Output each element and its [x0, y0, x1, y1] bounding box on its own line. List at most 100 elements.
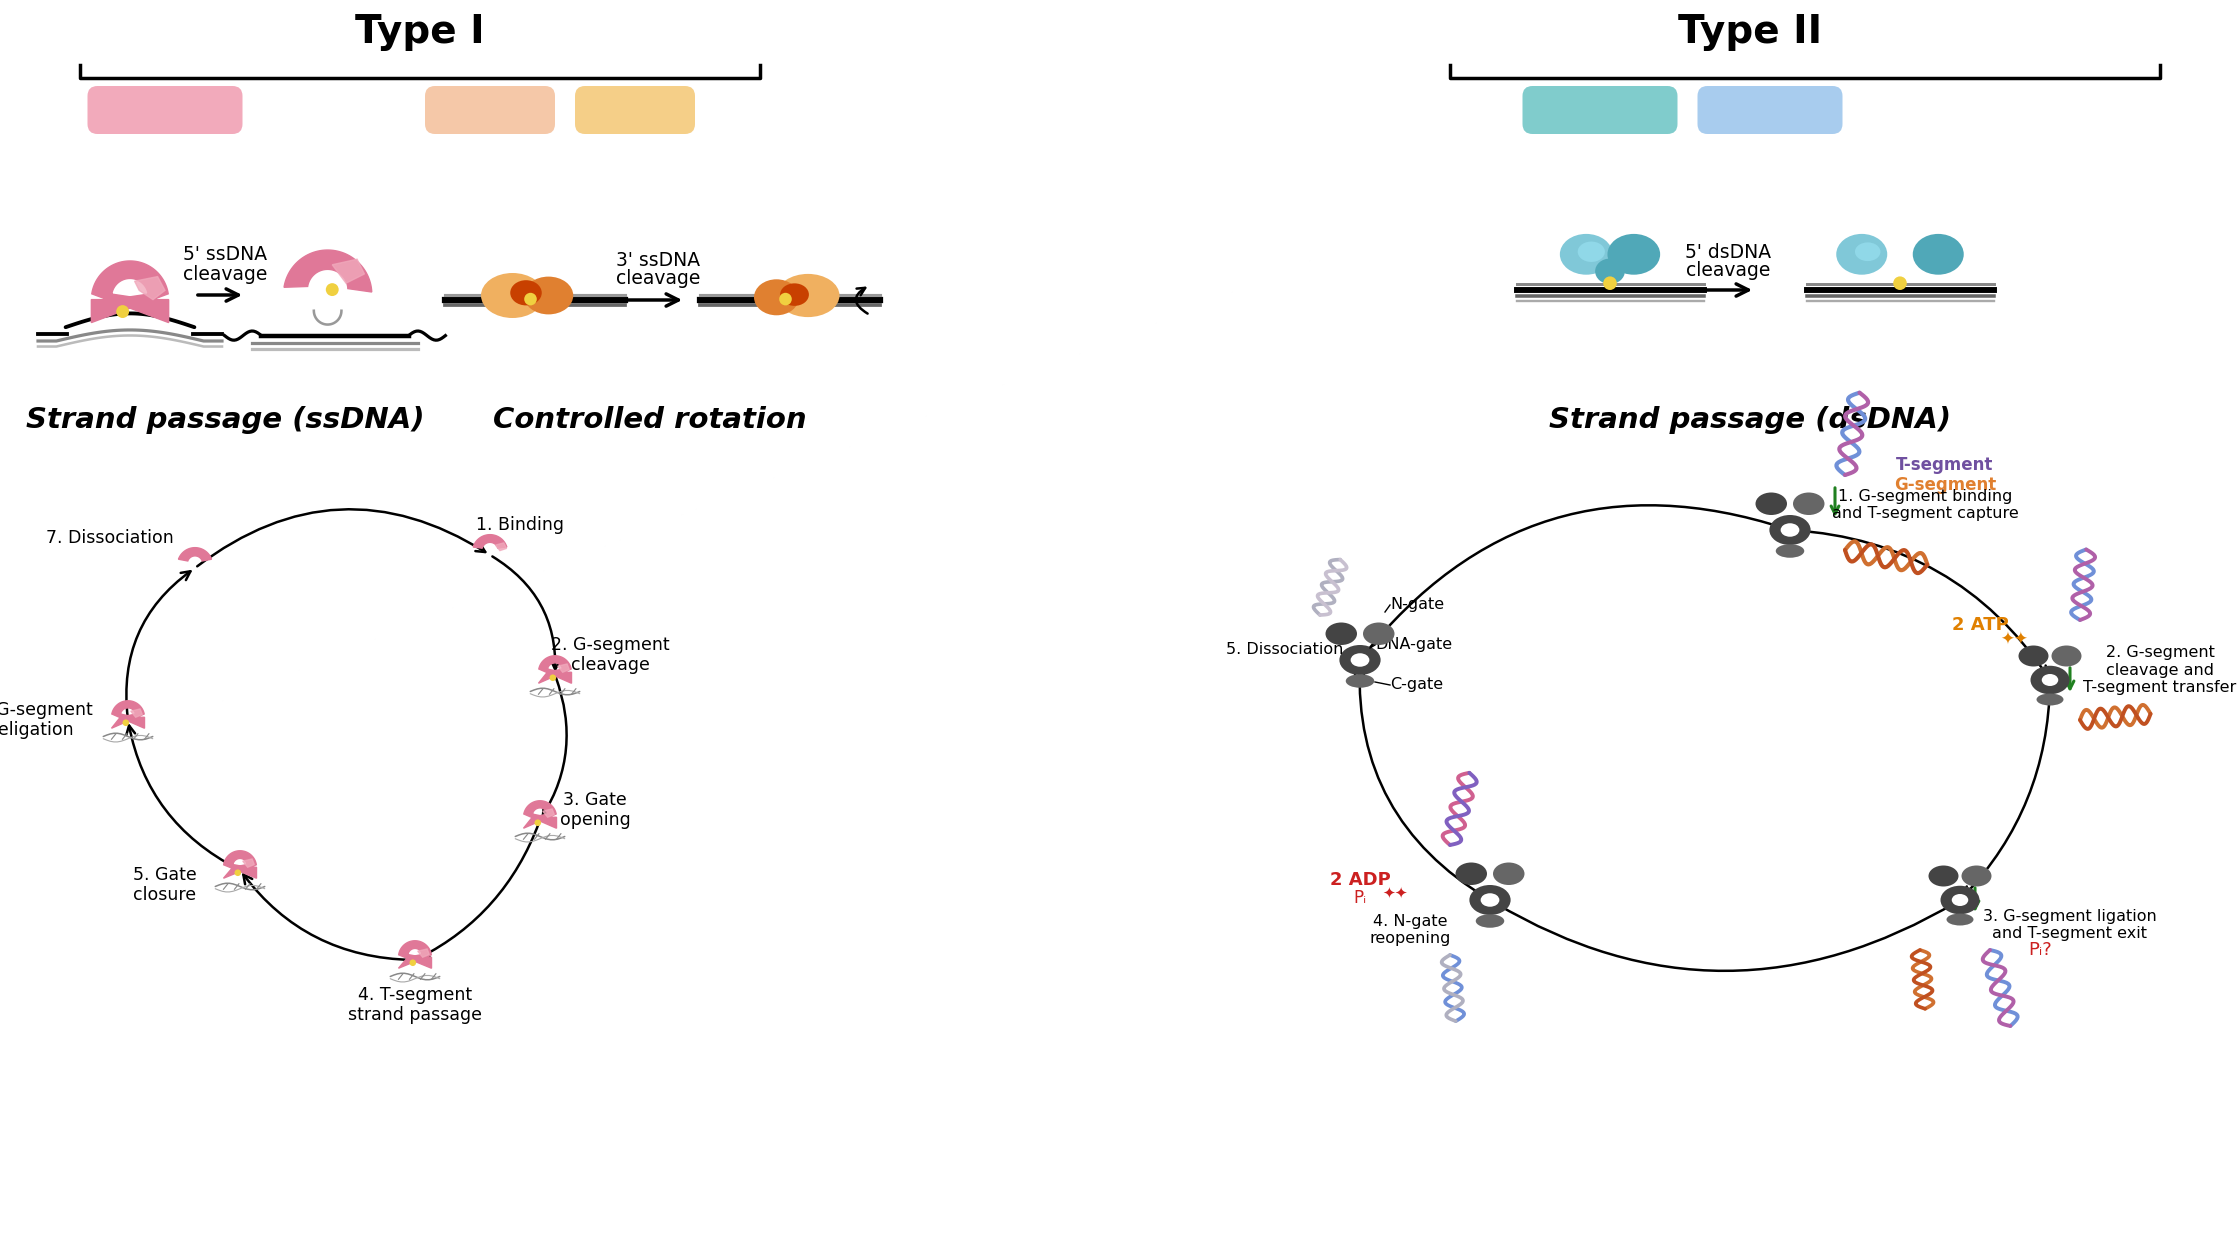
Polygon shape	[473, 534, 506, 548]
Circle shape	[524, 292, 538, 305]
Text: 5. Gate
closure: 5. Gate closure	[132, 866, 197, 905]
Ellipse shape	[1792, 493, 1826, 515]
Ellipse shape	[1855, 242, 1879, 261]
Ellipse shape	[1756, 493, 1788, 515]
Polygon shape	[284, 249, 372, 292]
FancyBboxPatch shape	[1523, 86, 1678, 134]
Polygon shape	[538, 655, 571, 683]
Text: cleavage: cleavage	[1687, 261, 1770, 280]
Text: ✦✦: ✦✦	[2000, 631, 2027, 649]
Text: 2. G-segment
cleavage: 2. G-segment cleavage	[551, 635, 670, 674]
Ellipse shape	[524, 277, 573, 315]
Text: 2. G-segment
cleavage and
T-segment transfer: 2. G-segment cleavage and T-segment tran…	[2083, 645, 2236, 696]
Ellipse shape	[1476, 915, 1505, 927]
Ellipse shape	[1494, 863, 1525, 885]
Ellipse shape	[482, 273, 544, 318]
Text: 4. T-segment
strand passage: 4. T-segment strand passage	[347, 985, 482, 1024]
Ellipse shape	[2052, 645, 2081, 667]
Circle shape	[123, 719, 130, 726]
Polygon shape	[417, 949, 430, 958]
Text: 5' ssDNA: 5' ssDNA	[184, 246, 267, 265]
Ellipse shape	[1346, 674, 1375, 688]
Text: Type IB: Type IB	[432, 96, 547, 123]
FancyBboxPatch shape	[426, 86, 556, 134]
Ellipse shape	[1940, 886, 1980, 915]
Ellipse shape	[511, 280, 542, 305]
Circle shape	[1893, 276, 1906, 290]
Text: G-segment: G-segment	[1893, 476, 1996, 494]
Circle shape	[116, 305, 130, 318]
Text: 7. Dissociation: 7. Dissociation	[47, 529, 175, 547]
Ellipse shape	[1913, 234, 1964, 275]
Text: C-gate: C-gate	[1391, 678, 1443, 693]
Text: ✦✦: ✦✦	[1382, 886, 1407, 901]
Text: 2 ATP: 2 ATP	[1951, 616, 2009, 634]
Ellipse shape	[1770, 515, 1810, 546]
Text: 6. G-segment
religation: 6. G-segment religation	[0, 701, 92, 740]
Ellipse shape	[1947, 914, 1973, 926]
FancyBboxPatch shape	[576, 86, 694, 134]
Polygon shape	[558, 664, 569, 673]
Ellipse shape	[780, 284, 809, 306]
Ellipse shape	[1962, 866, 1991, 887]
Polygon shape	[179, 548, 211, 561]
Polygon shape	[130, 709, 143, 717]
Text: Pᵢ: Pᵢ	[1353, 890, 1366, 907]
Text: 2 ADP: 2 ADP	[1331, 871, 1391, 890]
Text: DNA-gate: DNA-gate	[1375, 638, 1452, 653]
Text: 4. N-gate
reopening: 4. N-gate reopening	[1369, 914, 1452, 946]
Circle shape	[325, 284, 338, 296]
Text: Controlled rotation: Controlled rotation	[493, 406, 806, 433]
Polygon shape	[399, 941, 432, 968]
Ellipse shape	[2018, 645, 2050, 667]
Circle shape	[410, 959, 417, 966]
Text: Strand passage (ssDNA): Strand passage (ssDNA)	[25, 406, 423, 433]
Text: Type IA: Type IA	[108, 96, 222, 123]
Ellipse shape	[1456, 863, 1487, 885]
Polygon shape	[242, 859, 255, 867]
Polygon shape	[332, 260, 365, 284]
Text: T-segment: T-segment	[1897, 456, 1994, 474]
Ellipse shape	[1559, 234, 1613, 275]
Text: N-gate: N-gate	[1391, 597, 1445, 612]
Text: Type IIB: Type IIB	[1709, 96, 1832, 123]
Text: 3' ssDNA: 3' ssDNA	[616, 251, 701, 270]
Ellipse shape	[2041, 674, 2059, 685]
Text: cleavage: cleavage	[184, 266, 267, 285]
Ellipse shape	[1595, 258, 1624, 284]
Polygon shape	[542, 809, 553, 818]
Circle shape	[535, 819, 542, 827]
Text: 5' dsDNA: 5' dsDNA	[1684, 242, 1772, 262]
Text: Pᵢ?: Pᵢ?	[2027, 941, 2052, 959]
Polygon shape	[92, 261, 168, 323]
Ellipse shape	[777, 273, 840, 318]
Ellipse shape	[1929, 866, 1958, 887]
Ellipse shape	[1351, 653, 1369, 667]
FancyBboxPatch shape	[1698, 86, 1844, 134]
Polygon shape	[112, 701, 146, 728]
Ellipse shape	[1326, 622, 1357, 645]
Circle shape	[235, 869, 242, 876]
Text: Type IC: Type IC	[578, 96, 692, 123]
Text: 3. Gate
opening: 3. Gate opening	[560, 790, 629, 829]
Text: 5. Dissociation: 5. Dissociation	[1225, 643, 1344, 658]
Ellipse shape	[1469, 885, 1510, 915]
Ellipse shape	[1340, 645, 1380, 675]
Polygon shape	[134, 277, 166, 300]
Circle shape	[780, 292, 791, 305]
Ellipse shape	[1837, 234, 1888, 275]
Ellipse shape	[1951, 895, 1969, 906]
Ellipse shape	[1481, 893, 1499, 907]
Text: 1. G-segment binding
and T-segment capture: 1. G-segment binding and T-segment captu…	[1832, 489, 2018, 522]
Ellipse shape	[1577, 242, 1604, 262]
Text: 1. Binding: 1. Binding	[475, 517, 564, 534]
Polygon shape	[224, 850, 258, 878]
Ellipse shape	[2029, 665, 2070, 694]
Ellipse shape	[1608, 234, 1660, 275]
Ellipse shape	[1362, 622, 1396, 645]
Ellipse shape	[1781, 523, 1799, 537]
Text: Type IIA: Type IIA	[1539, 96, 1662, 123]
Text: 3. G-segment ligation
and T-segment exit: 3. G-segment ligation and T-segment exit	[1982, 908, 2157, 941]
Ellipse shape	[755, 280, 800, 315]
Text: Type I: Type I	[356, 13, 484, 50]
